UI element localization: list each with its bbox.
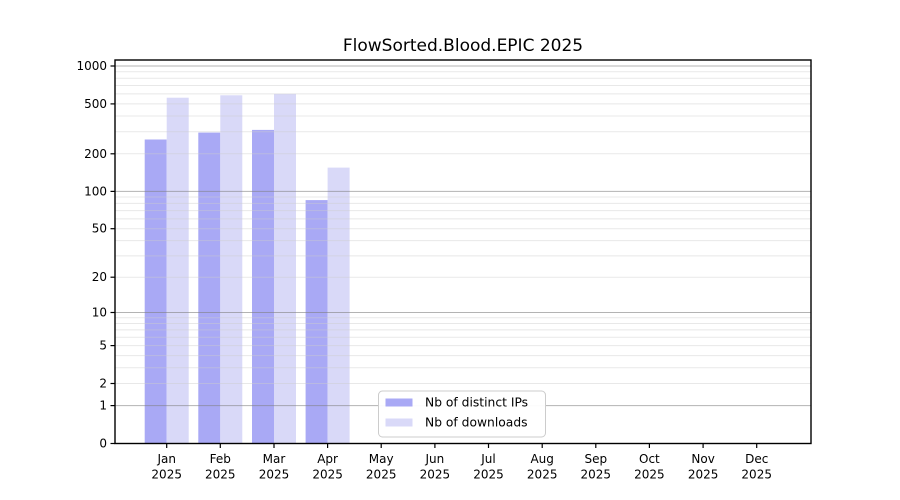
bar-apr-distinct-ips <box>305 200 328 444</box>
bar-jan-downloads <box>166 97 189 444</box>
bar-jan-distinct-ips <box>144 139 167 444</box>
y-tick-label-50: 50 <box>92 222 107 236</box>
x-tick-year-apr: 2025 <box>312 468 343 482</box>
y-tick-label-100: 100 <box>84 184 107 198</box>
x-tick-year-nov: 2025 <box>688 468 719 482</box>
bar-feb-downloads <box>220 95 243 444</box>
chart-title: FlowSorted.Blood.EPIC 2025 <box>343 36 583 56</box>
bar-mar-distinct-ips <box>252 129 274 444</box>
x-tick-label-dec: Dec <box>745 452 768 466</box>
y-tick-label-10: 10 <box>92 306 107 320</box>
x-tick-year-jul: 2025 <box>473 468 504 482</box>
x-tick-year-mar: 2025 <box>259 468 290 482</box>
x-tick-label-mar: Mar <box>263 452 286 466</box>
bars-layer <box>144 93 350 444</box>
x-tick-label-jun: Jun <box>425 452 445 466</box>
y-tick-label-2: 2 <box>99 377 107 391</box>
x-tick-label-jul: Jul <box>480 452 495 466</box>
x-tick-label-nov: Nov <box>691 452 714 466</box>
legend: Nb of distinct IPs Nb of downloads <box>378 390 546 438</box>
legend-box <box>378 390 546 438</box>
legend-swatch-downloads-icon <box>385 418 413 427</box>
x-tick-label-sep: Sep <box>584 452 607 466</box>
x-tick-label-aug: Aug <box>530 452 553 466</box>
x-tick-year-aug: 2025 <box>527 468 558 482</box>
y-tick-label-1: 1 <box>99 399 107 413</box>
x-tick-year-may: 2025 <box>366 468 397 482</box>
x-tick-year-jan: 2025 <box>151 468 182 482</box>
x-tick-year-jun: 2025 <box>420 468 451 482</box>
bar-apr-downloads <box>327 167 350 444</box>
y-tick-label-200: 200 <box>84 147 107 161</box>
x-tick-year-oct: 2025 <box>634 468 665 482</box>
y-tick-label-0: 0 <box>99 437 107 451</box>
x-tick-label-oct: Oct <box>639 452 660 466</box>
legend-label-distinct-ips: Nb of distinct IPs <box>425 396 528 410</box>
plot-border <box>114 59 812 445</box>
y-tick-label-1000: 1000 <box>76 59 107 73</box>
x-tick-label-jan: Jan <box>156 452 176 466</box>
legend-label-downloads: Nb of downloads <box>425 416 528 430</box>
legend-swatch-distinct-ips-icon <box>385 398 413 407</box>
y-tick-label-500: 500 <box>84 97 107 111</box>
x-tick-label-feb: Feb <box>210 452 231 466</box>
y-tick-label-20: 20 <box>92 270 107 284</box>
bar-feb-distinct-ips <box>198 132 221 444</box>
x-tick-label-apr: Apr <box>317 452 338 466</box>
x-tick-year-dec: 2025 <box>741 468 772 482</box>
x-tick-label-may: May <box>369 452 394 466</box>
x-tick-year-sep: 2025 <box>581 468 612 482</box>
y-tick-label-5: 5 <box>99 339 107 353</box>
bar-mar-downloads <box>274 93 296 444</box>
x-tick-year-feb: 2025 <box>205 468 236 482</box>
axes-layer: 0 1 2 5 10 20 50 100 200 500 1000 Jan 2025 Feb 2025 Mar… <box>76 59 812 482</box>
